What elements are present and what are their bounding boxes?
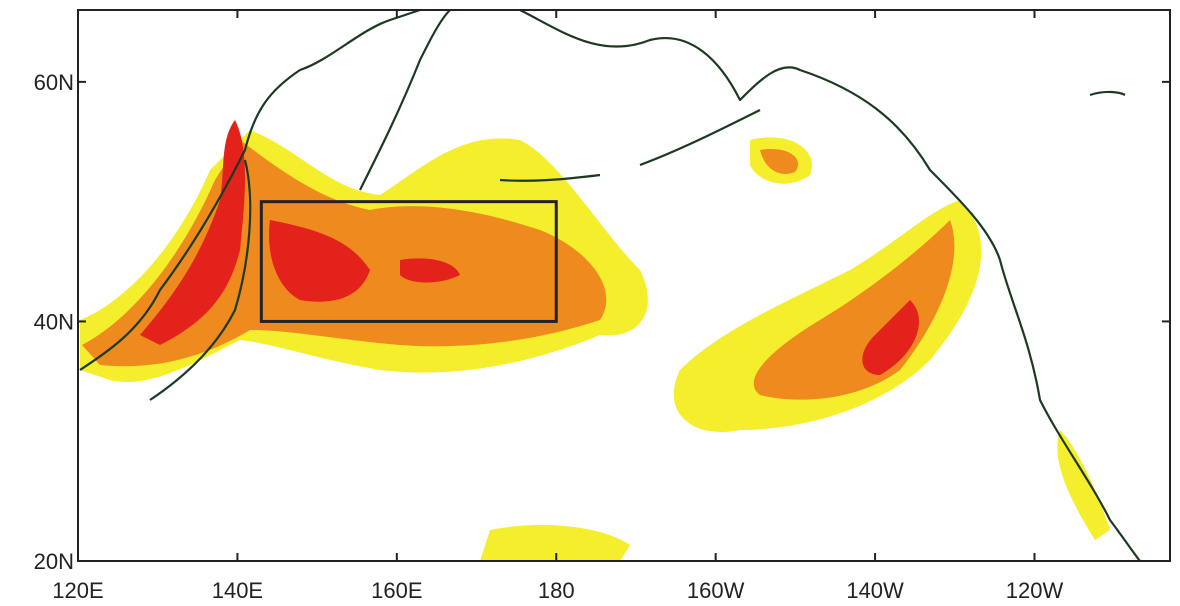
y-tick-label: 60N xyxy=(34,70,74,95)
anomaly-shading xyxy=(80,120,1110,561)
coastlines xyxy=(79,8,1141,562)
x-tick-label: 140E xyxy=(212,578,263,603)
frame xyxy=(77,9,1171,562)
x-tick-label: 120E xyxy=(52,578,103,603)
region-box xyxy=(259,200,558,323)
x-tick-label: 180 xyxy=(538,578,575,603)
y-tick-label: 40N xyxy=(34,309,74,334)
x-tick-label: 160E xyxy=(371,578,422,603)
x-tick-label: 120W xyxy=(1006,578,1064,603)
y-tick-label: 20N xyxy=(34,549,74,574)
x-tick-label: 140W xyxy=(846,578,904,603)
x-tick-label: 160W xyxy=(687,578,745,603)
